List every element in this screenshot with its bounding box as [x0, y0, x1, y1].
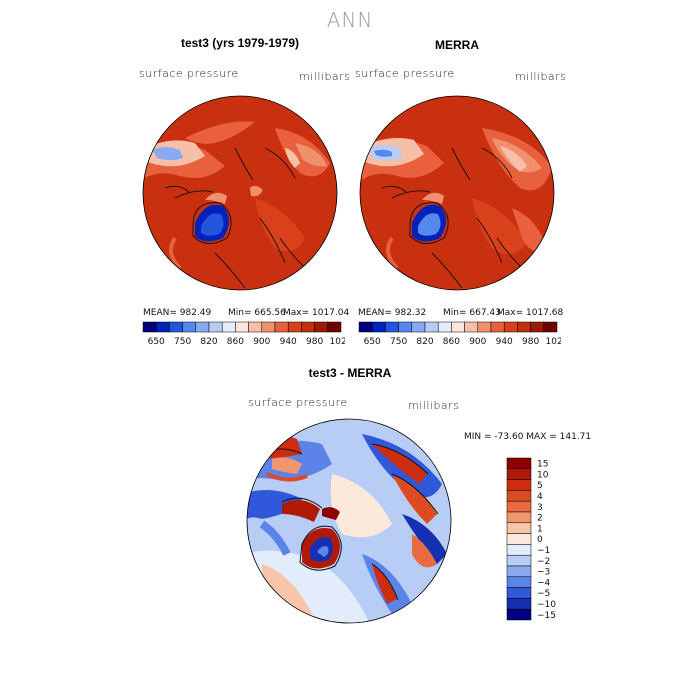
diff-colorbar-tick-label: 15	[537, 460, 548, 470]
main-title: ANN	[326, 8, 374, 32]
diff-minmax: MIN = -73.60 MAX = 141.71	[464, 432, 592, 442]
colorbar-tick-label: 860	[443, 337, 460, 347]
diff-colorbar-swatch	[506, 490, 532, 502]
colorbar-tick-label: 650	[364, 337, 381, 347]
diff-colorbar-swatch	[506, 511, 532, 524]
diff-units: millibars	[408, 399, 460, 412]
panel-1-min: Min= 665.56	[228, 308, 286, 318]
panel-1-units: millibars	[299, 70, 351, 83]
colorbar-swatch	[248, 321, 263, 333]
colorbar-panel-1: 650 750 820 860 900 940 980 1020	[142, 321, 345, 347]
colorbar-swatch	[530, 321, 545, 333]
panel-1-max: Max= 1017.04	[283, 308, 350, 318]
colorbar-tick-label: 980	[522, 337, 539, 347]
colorbar-swatch	[274, 321, 289, 333]
diff-colorbar-swatch	[506, 457, 532, 470]
colorbar-tick-label: 820	[416, 337, 433, 347]
diff-colorbar-tick-label: −10	[537, 600, 556, 610]
colorbar-tick-label: 650	[148, 337, 165, 347]
diff-colorbar-tick-label: 4	[537, 492, 543, 502]
diff-colorbar-tick-label: 0	[537, 535, 543, 545]
colorbar-tick-label: 940	[496, 337, 513, 347]
colorbar-swatch	[301, 321, 315, 333]
colorbar-swatch	[411, 321, 426, 333]
panel-1-mean: MEAN= 982.49	[143, 308, 212, 318]
panel-2-variable: surface pressure	[355, 67, 455, 80]
colorbar-swatch	[142, 321, 157, 333]
panel-1-variable: surface pressure	[139, 67, 239, 80]
diff-variable: surface pressure	[248, 396, 348, 409]
map-difference	[246, 418, 452, 624]
diff-colorbar-swatch	[506, 598, 532, 610]
diff-colorbar-tick-label: 5	[537, 481, 543, 491]
diff-colorbar-swatch	[506, 608, 532, 621]
diff-colorbar-swatch	[506, 468, 532, 480]
diff-colorbar-swatch	[506, 587, 532, 599]
diff-colorbar-swatch	[506, 522, 532, 534]
panel-1-title: test3 (yrs 1979-1979)	[180, 36, 300, 50]
colorbar-swatch	[398, 321, 413, 333]
colorbar-swatch	[503, 321, 518, 333]
diff-colorbar-swatch	[506, 533, 532, 545]
colorbar-tick-label: 900	[253, 337, 270, 347]
diff-colorbar-swatch	[506, 565, 532, 578]
colorbar-panel-2: 650 750 820 860 900 940 980 1020	[358, 321, 561, 347]
panel-2-title: MERRA	[435, 38, 479, 52]
diff-title: test3 - MERRA	[308, 366, 392, 380]
panel-2-units: millibars	[515, 70, 567, 83]
colorbar-swatch	[517, 321, 531, 333]
colorbar-tick-label: 750	[174, 337, 191, 347]
colorbar-tick-label: 900	[469, 337, 486, 347]
colorbar-swatch	[464, 321, 479, 333]
map-merra	[359, 95, 555, 291]
colorbar-tick-label: 980	[306, 337, 323, 347]
colorbar-swatch	[287, 321, 302, 333]
colorbar-swatch	[155, 321, 170, 333]
colorbar-swatch	[261, 321, 276, 333]
colorbar-tick-label: 940	[280, 337, 297, 347]
colorbar-swatch	[490, 321, 505, 333]
colorbar-swatch	[371, 321, 386, 333]
colorbar-swatch	[424, 321, 439, 333]
colorbar-swatch	[314, 321, 329, 333]
colorbar-tick-label: 1020	[546, 337, 561, 347]
colorbar-tick-label: 820	[200, 337, 217, 347]
diff-colorbar-tick-label: 2	[537, 514, 543, 524]
panel-2-mean: MEAN= 982.32	[358, 308, 427, 318]
panel-2-max: Max= 1017.68	[497, 308, 564, 318]
diff-colorbar-tick-label: −3	[537, 568, 550, 578]
diff-colorbar-tick-label: −4	[537, 578, 551, 588]
colorbar-tick-label: 750	[390, 337, 407, 347]
colorbar-swatch	[327, 321, 342, 333]
diff-colorbar-swatch	[506, 500, 532, 513]
colorbar-swatch	[169, 321, 183, 333]
diff-colorbar-swatch	[506, 576, 532, 588]
colorbar-tick-label: 1020	[330, 337, 345, 347]
colorbar-swatch	[195, 321, 210, 333]
colorbar-swatch	[208, 321, 223, 333]
diff-colorbar-swatch	[506, 544, 532, 556]
diff-colorbar-tick-label: 1	[537, 524, 543, 534]
colorbar-swatch	[477, 321, 492, 333]
map-test3	[142, 95, 338, 291]
colorbar-swatch	[385, 321, 399, 333]
colorbar-swatch	[543, 321, 558, 333]
colorbar-swatch	[235, 321, 249, 333]
colorbar-swatch	[182, 321, 197, 333]
diff-colorbar-swatch	[506, 479, 532, 491]
diff-colorbar-swatch	[506, 554, 532, 567]
colorbar-tick-label: 860	[227, 337, 244, 347]
colorbar-swatch	[221, 321, 236, 333]
diff-colorbar-tick-label: −2	[537, 557, 550, 567]
colorbar-swatch	[437, 321, 452, 333]
diff-colorbar-tick-label: −5	[537, 589, 550, 599]
diff-colorbar-tick-label: 3	[537, 503, 543, 513]
panel-2-min: Min= 667.43	[443, 308, 501, 318]
diff-colorbar-tick-label: −1	[537, 546, 550, 556]
diff-colorbar-tick-label: 10	[537, 470, 549, 480]
colorbar-swatch	[358, 321, 373, 333]
colorbar-swatch	[451, 321, 465, 333]
diff-colorbar-tick-label: −15	[537, 611, 556, 621]
